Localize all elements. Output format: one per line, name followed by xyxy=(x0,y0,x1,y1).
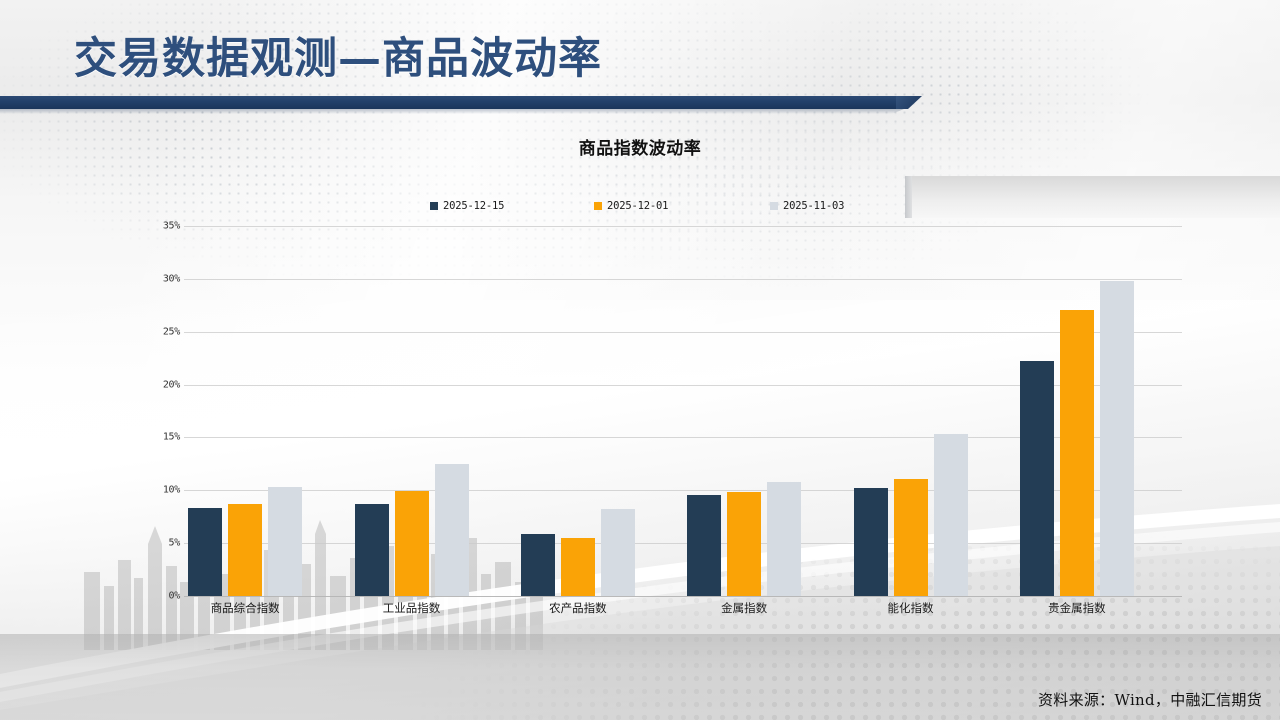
chart-title: 商品指数波动率 xyxy=(578,139,702,159)
y-axis-tick-label: 25% xyxy=(162,326,180,338)
gridline xyxy=(184,278,1182,280)
gridline xyxy=(184,543,1182,545)
x-axis-category-label: 金属指数 xyxy=(721,603,768,615)
y-axis-tick-label: 20% xyxy=(162,379,180,391)
source-footer: 资料来源：Wind，中融汇信期货 xyxy=(1037,691,1262,709)
bar[interactable] xyxy=(933,434,968,596)
bar[interactable] xyxy=(434,463,469,596)
bar[interactable] xyxy=(188,508,223,596)
legend-swatch-icon xyxy=(770,202,778,210)
bar[interactable] xyxy=(1019,361,1054,596)
bar-group xyxy=(687,226,802,596)
gridline xyxy=(184,226,1182,227)
bar[interactable] xyxy=(600,509,635,596)
y-axis-tick-label: 15% xyxy=(162,431,180,443)
bar-group xyxy=(1019,226,1134,596)
legend-item-1[interactable]: 2025-12-01 xyxy=(594,200,668,212)
bar-group xyxy=(520,226,635,596)
bar[interactable] xyxy=(520,533,555,596)
x-axis-category-label: 商品综合指数 xyxy=(210,603,280,615)
y-axis-tick-label: 10% xyxy=(162,484,180,496)
y-axis-tick-label: 5% xyxy=(168,537,181,549)
bar-group xyxy=(354,226,469,596)
bar[interactable] xyxy=(1099,280,1134,596)
title-rule-shadow xyxy=(0,109,904,114)
title-rule xyxy=(0,96,1280,218)
gridline xyxy=(184,331,1182,333)
bar[interactable] xyxy=(767,481,802,596)
title-rule-navy-bar xyxy=(0,96,912,109)
header-right-panel xyxy=(912,176,1280,218)
bar[interactable] xyxy=(394,491,429,596)
chart-bars: 商品综合指数 工业品指数 农产品指数 金属指数 能化指数 贵金属指数 xyxy=(184,226,1182,615)
legend-swatch-icon xyxy=(430,202,438,210)
chart-plot-area: 35% 30% 25% 20% 15% 10% 5% 0% 商品综合指数 工业品指数 农产品指数 金… xyxy=(163,221,1182,615)
y-axis-labels: 35% 30% 25% 20% 15% 10% 5% 0% xyxy=(138,221,181,602)
legend-label: 2025-12-01 xyxy=(607,200,669,212)
y-axis-tick-label: 35% xyxy=(162,220,180,232)
x-axis-category-label: 农产品指数 xyxy=(549,603,607,615)
bar[interactable] xyxy=(687,494,722,596)
x-axis-line xyxy=(184,596,1182,597)
title-area: 交易数据观测—商品波动率 xyxy=(0,24,1280,106)
chart-legend: 2025-12-15 2025-12-01 2025-11-03 xyxy=(430,200,860,218)
chart-container: 商品指数波动率 2025-12-15 2025-12-01 2025-11-03 3… xyxy=(0,126,1280,636)
bar[interactable] xyxy=(354,504,389,596)
y-axis-tick-label: 0% xyxy=(168,590,181,602)
gridline xyxy=(184,384,1182,386)
page-title: 交易数据观测—商品波动率 xyxy=(74,34,602,84)
gridline xyxy=(184,490,1182,492)
bar[interactable] xyxy=(268,487,303,596)
legend-swatch-icon xyxy=(594,202,602,210)
legend-item-2[interactable]: 2025-11-03 xyxy=(770,200,844,212)
bar-group xyxy=(188,226,303,596)
bar[interactable] xyxy=(727,492,762,596)
bar-group xyxy=(853,226,968,596)
bar[interactable] xyxy=(228,504,263,596)
bar[interactable] xyxy=(1059,309,1094,596)
legend-item-0[interactable]: 2025-12-15 xyxy=(430,200,504,212)
x-axis-category-label: 工业品指数 xyxy=(382,603,441,615)
legend-label: 2025-12-15 xyxy=(443,200,505,212)
bar[interactable] xyxy=(560,537,595,596)
x-axis-category-label: 能化指数 xyxy=(887,603,934,615)
y-axis-tick-label: 30% xyxy=(162,273,180,285)
bar[interactable] xyxy=(853,488,888,596)
gridline xyxy=(184,437,1182,439)
x-axis-category-label: 贵金属指数 xyxy=(1048,603,1106,615)
legend-label: 2025-11-03 xyxy=(783,200,845,212)
title-rule-navy-tip xyxy=(896,96,922,109)
bar[interactable] xyxy=(893,478,928,596)
